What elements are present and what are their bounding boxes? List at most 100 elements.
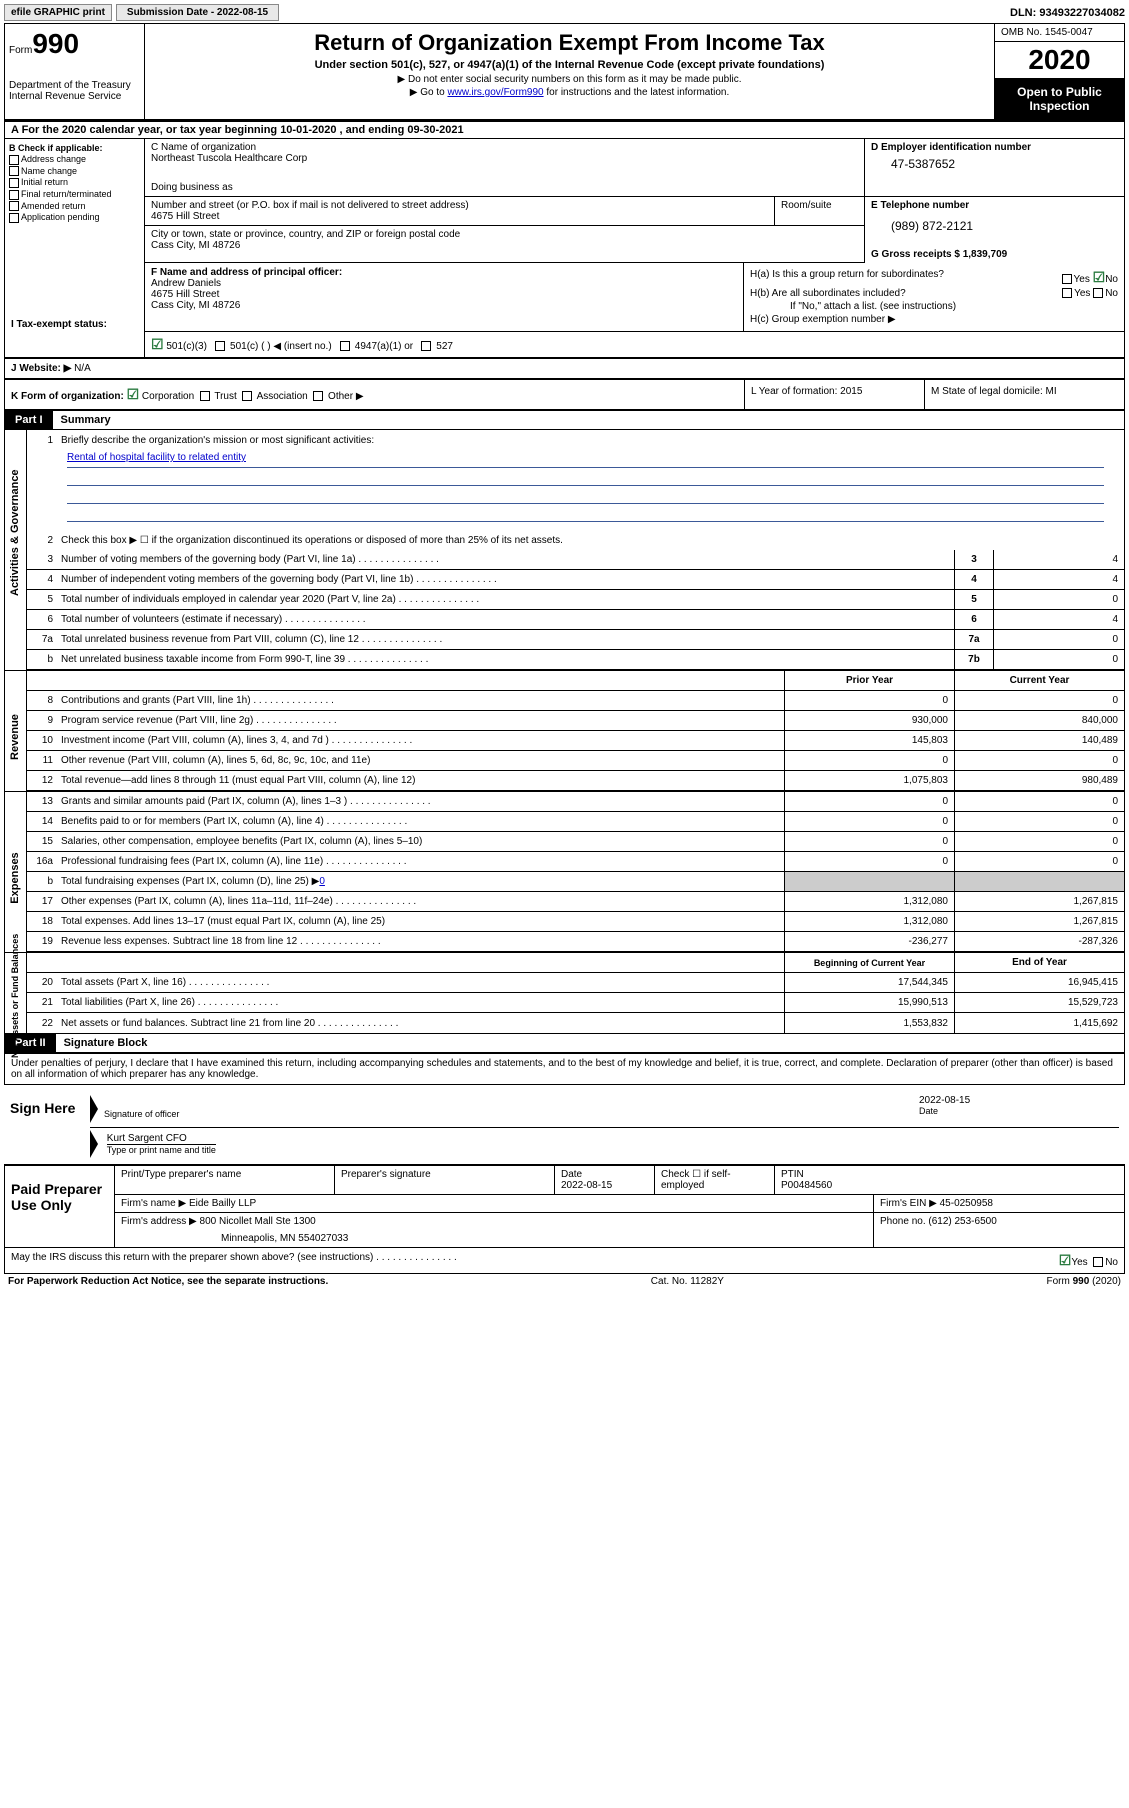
- assoc-check[interactable]: [242, 391, 252, 401]
- irs-link[interactable]: www.irs.gov/Form990: [447, 87, 543, 98]
- line14-prior: 0: [784, 812, 954, 831]
- arrow-icon-2: [90, 1130, 98, 1158]
- officer-street: 4675 Hill Street: [151, 289, 737, 300]
- officer-label: F Name and address of principal officer:: [151, 267, 737, 278]
- top-bar: efile GRAPHIC print Submission Date - 20…: [4, 4, 1125, 21]
- firm-addr1: 800 Nicollet Mall Ste 1300: [200, 1216, 316, 1227]
- line16a-curr: 0: [954, 852, 1124, 871]
- org-name: Northeast Tuscola Healthcare Corp: [151, 153, 858, 164]
- street-value: 4675 Hill Street: [151, 211, 768, 222]
- sig-date-label: Date: [919, 1106, 1119, 1116]
- line5-val: 0: [994, 590, 1124, 609]
- line17-curr: 1,267,815: [954, 892, 1124, 911]
- line20-end: 16,945,415: [954, 973, 1124, 992]
- line21-end: 15,529,723: [954, 993, 1124, 1012]
- line6-val: 4: [994, 610, 1124, 629]
- footer-mid: Cat. No. 11282Y: [651, 1276, 724, 1287]
- footer-right: Form 990 (2020): [1047, 1276, 1121, 1287]
- line9-prior: 930,000: [784, 711, 954, 730]
- 501c3-check: ☑: [151, 336, 164, 352]
- trust-check[interactable]: [200, 391, 210, 401]
- line22-end: 1,415,692: [954, 1013, 1124, 1033]
- form-title: Return of Organization Exempt From Incom…: [151, 30, 988, 56]
- city-label: City or town, state or province, country…: [151, 229, 858, 240]
- h-c: H(c) Group exemption number ▶: [750, 314, 896, 325]
- footer-left: For Paperwork Reduction Act Notice, see …: [8, 1276, 328, 1287]
- officer-city: Cass City, MI 48726: [151, 300, 737, 311]
- officer-typed-name: Kurt Sargent CFO: [107, 1133, 216, 1144]
- h-b-note: If "No," attach a list. (see instruction…: [750, 301, 1118, 312]
- website-row: J Website: ▶ N/A: [4, 358, 1125, 380]
- 4947-check[interactable]: [340, 341, 350, 351]
- note-ssn: ▶ Do not enter social security numbers o…: [151, 74, 988, 85]
- phone-value: (989) 872-2121: [871, 219, 1118, 233]
- form-subtitle: Under section 501(c), 527, or 4947(a)(1)…: [151, 59, 988, 71]
- checkbox-amended[interactable]: [9, 201, 19, 211]
- line18-prior: 1,312,080: [784, 912, 954, 931]
- part1-title: Summary: [53, 414, 111, 426]
- checkbox-name-change[interactable]: [9, 166, 19, 176]
- q2: Check this box ▶ ☐ if the organization d…: [57, 533, 1124, 548]
- side-expenses: Expenses: [9, 818, 21, 938]
- ha-no-check: ☑: [1093, 269, 1106, 285]
- line19-prior: -236,277: [784, 932, 954, 951]
- line7b-val: 0: [994, 650, 1124, 669]
- line8-prior: 0: [784, 691, 954, 710]
- sign-here-label: Sign Here: [4, 1085, 84, 1164]
- form-label: Form: [9, 45, 32, 56]
- line22-begin: 1,553,832: [784, 1013, 954, 1033]
- tax-year: 2020: [995, 42, 1124, 79]
- state-domicile: M State of legal domicile: MI: [924, 380, 1124, 409]
- 527-check[interactable]: [421, 341, 431, 351]
- checkbox-pending[interactable]: [9, 213, 19, 223]
- dept-text: Department of the Treasury Internal Reve…: [9, 80, 140, 102]
- line16b-link[interactable]: 0: [319, 876, 325, 887]
- line21-begin: 15,990,513: [784, 993, 954, 1012]
- city-value: Cass City, MI 48726: [151, 240, 858, 251]
- line4-val: 4: [994, 570, 1124, 589]
- line19-curr: -287,326: [954, 932, 1124, 951]
- corp-check: ☑: [127, 386, 140, 402]
- line12-prior: 1,075,803: [784, 771, 954, 790]
- line13-curr: 0: [954, 792, 1124, 811]
- spacer-left: I Tax-exempt status:: [5, 263, 145, 357]
- checkbox-address-change[interactable]: [9, 155, 19, 165]
- discuss-no[interactable]: [1093, 1257, 1103, 1267]
- line11-curr: 0: [954, 751, 1124, 770]
- arrow-icon: [90, 1095, 98, 1123]
- ein-label: D Employer identification number: [871, 142, 1118, 153]
- note-link: ▶ Go to www.irs.gov/Form990 for instruct…: [151, 87, 988, 98]
- hb-yes[interactable]: [1062, 288, 1072, 298]
- line15-prior: 0: [784, 832, 954, 851]
- side-governance: Activities & Governance: [9, 476, 21, 596]
- ha-yes[interactable]: [1062, 274, 1072, 284]
- firm-ein: 45-0250958: [940, 1198, 993, 1209]
- checkbox-initial-return[interactable]: [9, 178, 19, 188]
- line20-begin: 17,544,345: [784, 973, 954, 992]
- line10-prior: 145,803: [784, 731, 954, 750]
- sig-officer-label: Signature of officer: [104, 1109, 919, 1119]
- h-a: H(a) Is this a group return for subordin…: [750, 269, 944, 286]
- firm-name: Eide Bailly LLP: [189, 1198, 256, 1209]
- 501c-check[interactable]: [215, 341, 225, 351]
- line11-prior: 0: [784, 751, 954, 770]
- efile-button[interactable]: efile GRAPHIC print: [4, 4, 112, 21]
- line18-curr: 1,267,815: [954, 912, 1124, 931]
- firm-phone: (612) 253-6500: [928, 1216, 996, 1227]
- ein-value: 47-5387652: [871, 157, 1118, 171]
- line13-prior: 0: [784, 792, 954, 811]
- checkbox-final-return[interactable]: [9, 190, 19, 200]
- line17-prior: 1,312,080: [784, 892, 954, 911]
- sig-date: 2022-08-15: [919, 1095, 1119, 1106]
- name-label: Type or print name and title: [107, 1144, 216, 1155]
- other-check[interactable]: [313, 391, 323, 401]
- side-revenue: Revenue: [9, 677, 21, 797]
- mission-link[interactable]: Rental of hospital facility to related e…: [67, 452, 246, 463]
- hb-no[interactable]: [1093, 288, 1103, 298]
- submission-date-button[interactable]: Submission Date - 2022-08-15: [116, 4, 279, 21]
- q1: Briefly describe the organization's miss…: [57, 433, 1124, 448]
- line7a-val: 0: [994, 630, 1124, 649]
- line12-curr: 980,489: [954, 771, 1124, 790]
- form-number: 990: [32, 28, 79, 59]
- h-b: H(b) Are all subordinates included?: [750, 288, 906, 299]
